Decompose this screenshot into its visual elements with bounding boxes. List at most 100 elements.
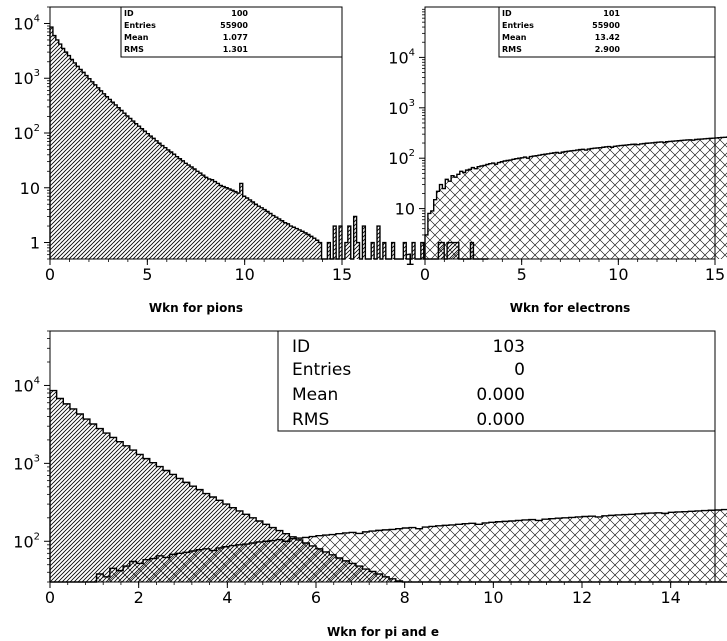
y-tick-label: 102 — [13, 531, 40, 551]
histogram-bin — [202, 493, 210, 582]
histogram-bin — [474, 168, 478, 259]
histogram-bin — [430, 210, 434, 259]
histogram-bin — [680, 140, 684, 259]
stats-value-entries: 0 — [514, 360, 525, 380]
histogram-bin — [123, 566, 131, 582]
x-tick-label: 2 — [134, 588, 144, 607]
histogram-bin — [593, 148, 597, 259]
histogram-bin — [146, 133, 150, 259]
histogram-bin — [143, 131, 147, 259]
histogram-bin — [375, 530, 383, 582]
histogram-bin — [657, 142, 661, 259]
histogram-bin — [335, 533, 343, 582]
histogram-bin — [183, 482, 190, 582]
histogram-bin — [108, 99, 112, 259]
histogram-bin — [362, 531, 370, 582]
histogram-bin — [152, 138, 156, 259]
series-hatch — [49, 26, 488, 260]
histogram-bin — [52, 35, 57, 259]
x-axis-title-pi-and-e: Wkn for pi and e — [327, 625, 439, 639]
histogram-bin — [604, 146, 608, 259]
y-tick-exponent: 4 — [34, 13, 40, 24]
y-tick-exponent: 2 — [409, 148, 415, 159]
histogram-bin — [549, 153, 553, 259]
histogram-outline — [50, 508, 727, 583]
histogram-bin — [89, 424, 97, 582]
histogram-bin — [196, 171, 200, 259]
histogram-bin — [455, 524, 463, 582]
histogram-bin — [459, 171, 463, 259]
histogram-bin — [449, 524, 456, 582]
histogram-bin — [688, 511, 696, 582]
histogram-bin — [608, 515, 616, 582]
histogram-bin — [229, 507, 237, 582]
histogram-bin — [456, 174, 461, 259]
histogram-bin — [567, 151, 571, 259]
stats-value-mean: 0.000 — [476, 385, 525, 405]
histogram-bin — [342, 532, 350, 582]
histogram-bin — [575, 150, 579, 259]
histogram-bin — [149, 558, 157, 582]
histogram-bin — [277, 218, 281, 259]
histogram-bin — [369, 531, 377, 582]
x-tick-label: 4 — [222, 588, 232, 607]
histogram-bin — [209, 550, 217, 582]
histogram-bin — [79, 69, 83, 259]
histogram-bin — [356, 242, 360, 259]
histogram-bin — [555, 518, 563, 582]
histogram-bin — [635, 513, 643, 582]
histogram-bin — [178, 158, 182, 259]
stats-value-id: 101 — [603, 9, 620, 18]
histogram-bin — [671, 141, 675, 259]
histogram-bin — [245, 198, 249, 259]
histogram-bin — [435, 525, 443, 582]
histogram-bin — [717, 137, 722, 259]
histogram-bin — [522, 519, 530, 582]
stats-value-rms: 1.301 — [223, 45, 249, 54]
histogram-bin — [595, 516, 603, 582]
histogram-bin — [681, 511, 689, 582]
histogram-bin — [90, 81, 95, 259]
histogram-bin — [196, 489, 204, 582]
histogram-bin — [198, 173, 203, 259]
histogram-bin — [216, 500, 224, 582]
y-tick-exponent: 4 — [409, 47, 415, 58]
histogram-bin — [114, 104, 118, 259]
histogram-bin — [468, 523, 476, 582]
histogram-bin — [691, 140, 695, 259]
histogram-bin — [462, 523, 470, 582]
histogram-bin — [561, 152, 565, 259]
histogram-bin — [222, 504, 230, 582]
histogram-bin — [506, 160, 510, 259]
y-tick-exponent: 3 — [34, 453, 40, 464]
histogram-bin — [163, 557, 170, 582]
y-tick-exponent: 2 — [34, 531, 40, 542]
histogram-bin — [184, 163, 188, 259]
histogram-bin — [289, 226, 293, 259]
histogram-bin — [508, 521, 516, 582]
histogram-bin — [280, 220, 284, 259]
histogram-bin — [96, 574, 104, 582]
histogram-bin — [120, 110, 124, 260]
histogram-bin — [485, 164, 490, 259]
histogram-bin — [409, 527, 417, 582]
stats-box-pi-and-e-frame — [277, 330, 716, 432]
histogram-bin — [353, 216, 357, 259]
histogram-bin — [318, 242, 322, 259]
stats-box-pions: ID 100 Entries 55900 Mean 1.077 RMS 1.30… — [120, 6, 343, 58]
histogram-bin — [123, 445, 131, 582]
histogram-bin — [50, 390, 57, 582]
y-tick-label: 104 — [388, 47, 415, 67]
histogram-bin — [176, 478, 184, 582]
histogram-bin — [263, 209, 267, 259]
histogram-bin — [433, 199, 437, 259]
histogram-bin — [229, 545, 237, 582]
histogram-bin — [333, 226, 337, 259]
histogram-bin — [720, 137, 724, 259]
panel-pi-and-e-axes: 0 2 4 6 8 10 12 14 102 103 104 — [13, 330, 707, 607]
histogram-bin — [329, 534, 337, 582]
histogram-bin — [102, 93, 106, 259]
histogram-bin — [137, 126, 141, 259]
histogram-bin — [204, 177, 208, 259]
